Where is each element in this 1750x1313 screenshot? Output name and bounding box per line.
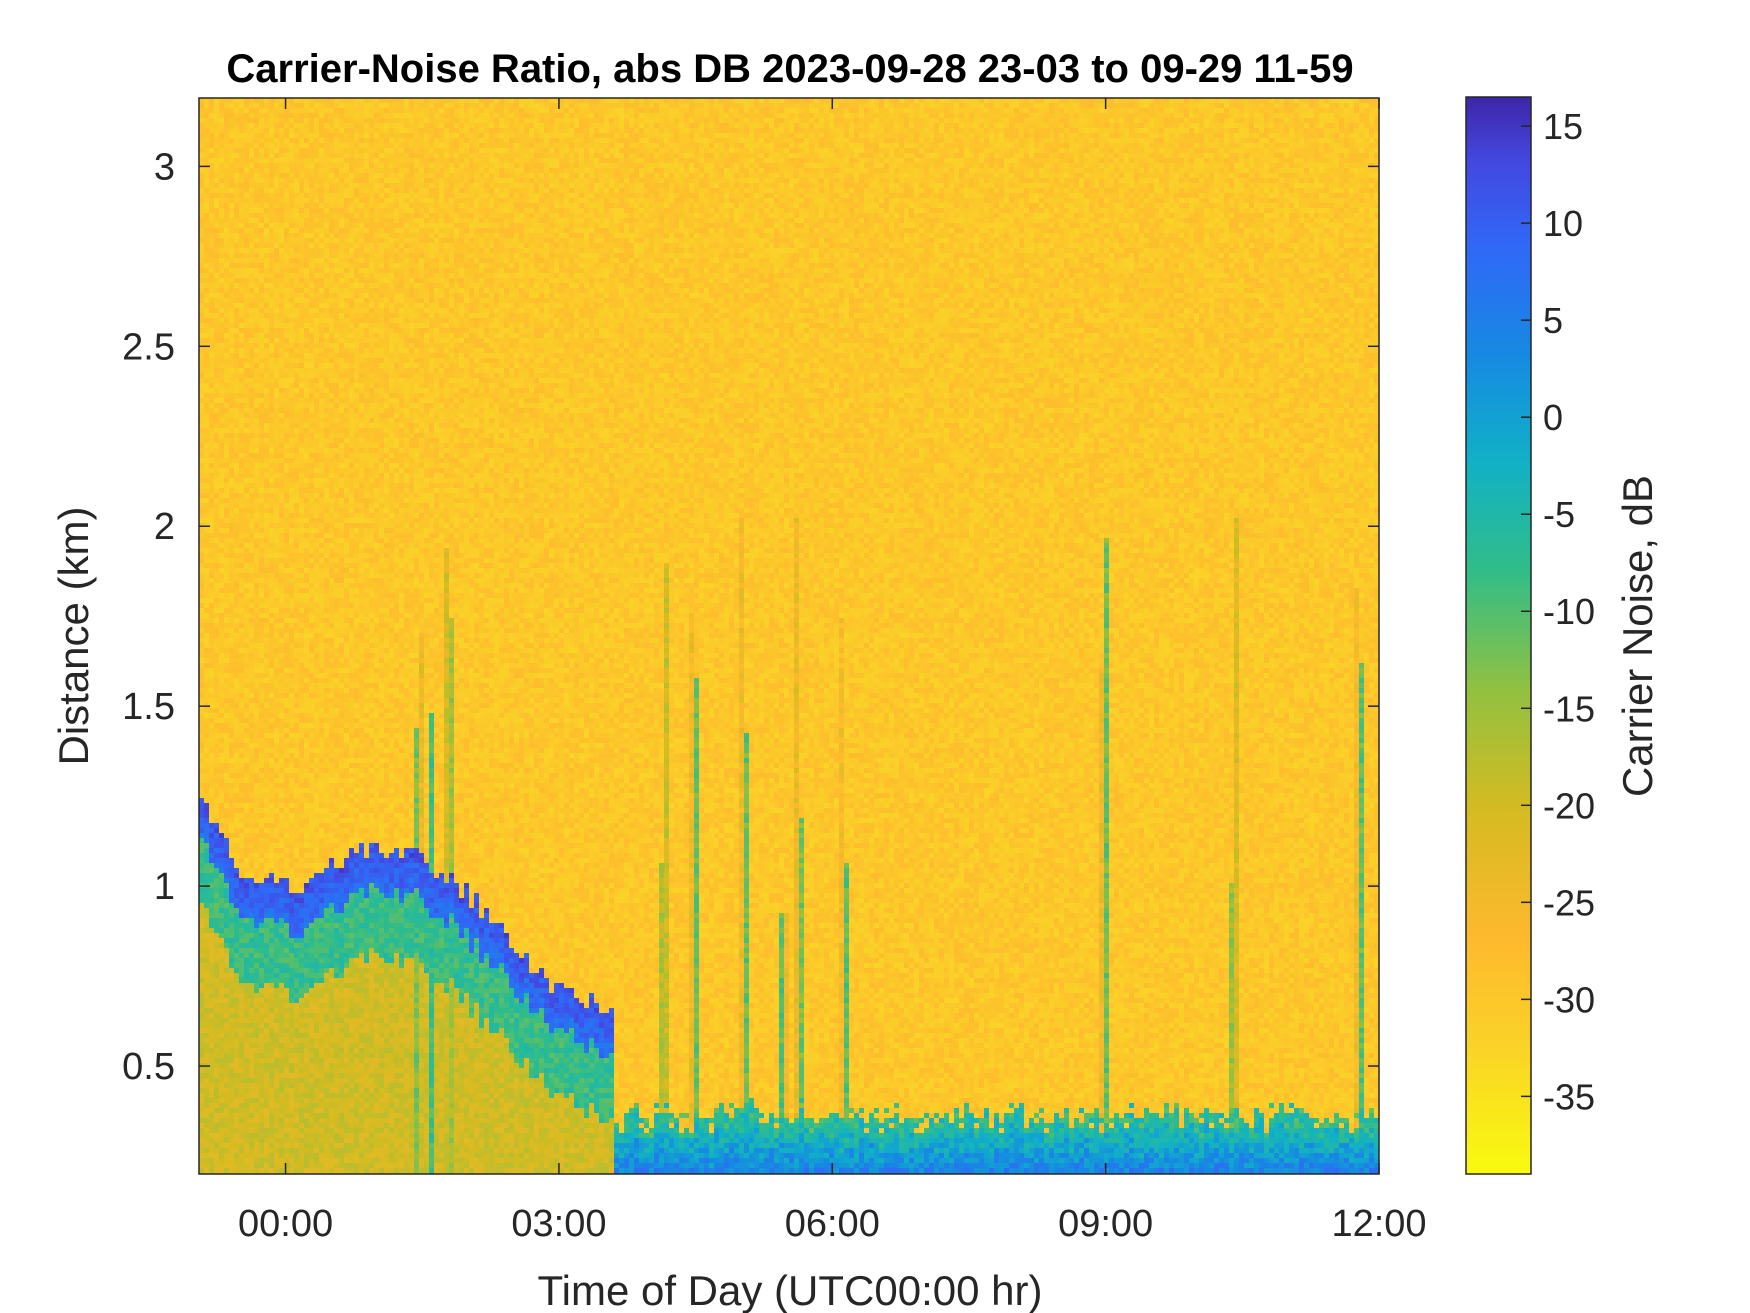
y-tick-label: 2 (154, 506, 175, 548)
colorbar-tick-label: 0 (1543, 397, 1563, 438)
colorbar-label: Carrier Noise, dB (1614, 475, 1661, 797)
plot-frame (198, 97, 1380, 1175)
colorbar: 15 10 5 0 -5 -10 -15 -20 -25 -30 -35 Carrier Noise… (1465, 96, 1661, 1175)
colorbar-tick-label: 5 (1543, 300, 1563, 341)
heatmap-canvas (199, 98, 1379, 1174)
colorbar-tick-label: 15 (1543, 106, 1583, 147)
colorbar-tick-label: -30 (1543, 979, 1595, 1020)
chart-title: Carrier-Noise Ratio, abs DB 2023-09-28 2… (226, 47, 1353, 91)
colorbar-tick-label: -15 (1543, 688, 1595, 729)
y-axis-label: Distance (km) (50, 506, 97, 765)
colorbar-gradient (1465, 96, 1532, 1175)
colorbar-tick-label: -5 (1543, 494, 1575, 535)
x-tick-label: 06:00 (785, 1203, 880, 1245)
colorbar-tick-label: 10 (1543, 203, 1583, 244)
colorbar-tick-label: -10 (1543, 591, 1595, 632)
colorbar-tick-label: -25 (1543, 882, 1595, 923)
x-tick-label: 12:00 (1331, 1203, 1426, 1245)
x-axis-label: Time of Day (UTC00:00 hr) (538, 1267, 1043, 1313)
colorbar-ticks: 15 10 5 0 -5 -10 -15 -20 -25 -30 -35 (1521, 106, 1595, 1117)
colorbar-tick-label: -20 (1543, 785, 1595, 826)
y-tick-label: 1 (154, 866, 175, 908)
y-tick-label: 0.5 (122, 1046, 175, 1088)
y-tick-label: 3 (154, 146, 175, 188)
x-axis: 00:00 03:00 06:00 09:00 12:00 (238, 98, 1427, 1245)
x-tick-label: 03:00 (511, 1203, 606, 1245)
heatmap-area (198, 97, 1380, 1175)
y-axis: 0.5 1 1.5 2 2.5 3 (122, 146, 1379, 1088)
y-tick-label: 2.5 (122, 326, 175, 368)
colorbar-tick-label: -35 (1543, 1076, 1595, 1117)
y-tick-label: 1.5 (122, 686, 175, 728)
x-tick-label: 00:00 (238, 1203, 333, 1245)
x-tick-label: 09:00 (1058, 1203, 1153, 1245)
